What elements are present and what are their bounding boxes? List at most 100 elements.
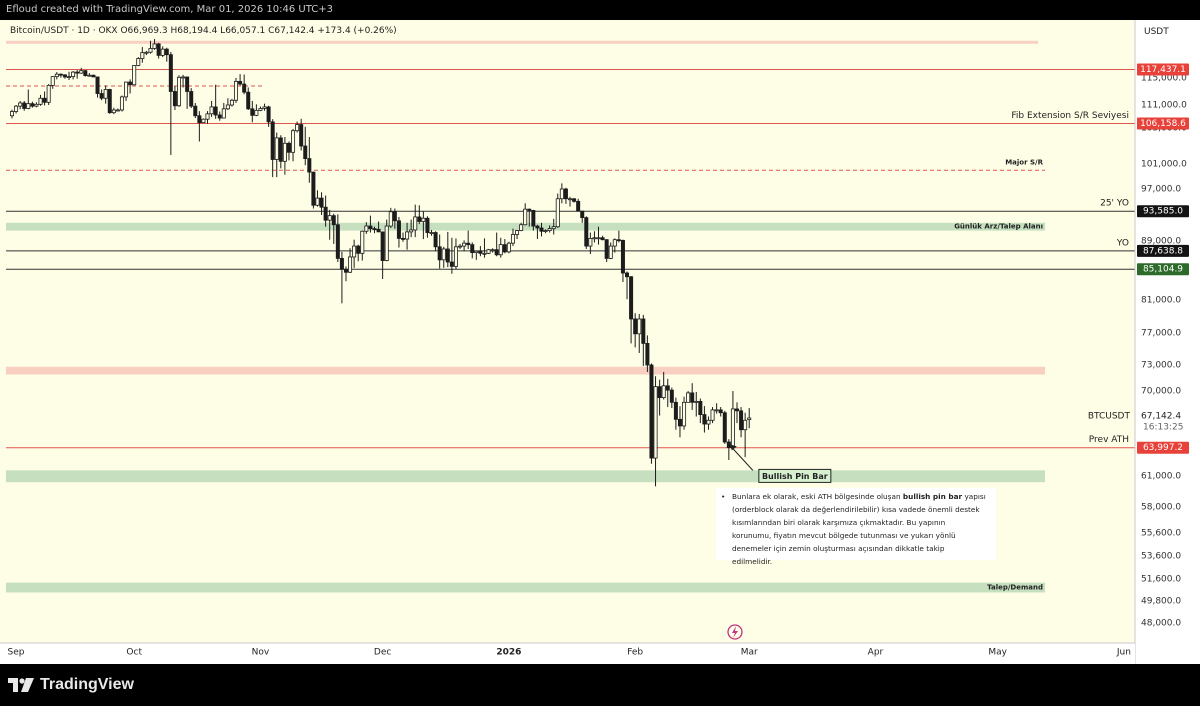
y-tick-8: 77,000.0 [1141,329,1181,339]
candle-2025-10-21 [213,84,218,119]
candle-2025-12-24 [474,250,479,260]
candle-body [299,124,304,147]
candle-2025-10-16 [193,102,198,119]
candle-body [551,226,556,230]
candle-2026-01-15 [563,187,568,204]
candle-body [360,230,365,254]
x-tick-jun: Jun [1116,648,1131,658]
level-badge-text-1: 106,158.6 [1140,119,1186,129]
candle-body [156,43,161,56]
candle-2026-01-29 [620,239,625,282]
tradingview-brand[interactable]: TradingView [8,676,134,694]
candle-2025-12-13 [429,229,434,236]
candle-body [568,198,573,201]
candle-body [87,74,92,77]
candle-body [380,231,385,261]
candle-body [482,252,487,255]
candle-2026-02-15 [690,383,695,410]
candle-2025-12-29 [494,232,499,257]
candle-body [445,248,450,263]
candle-2026-02-11 [673,397,678,430]
level-badge-5 [1137,263,1189,276]
zone-4 [6,582,1045,593]
candle-2025-12-06 [401,232,406,242]
candle-body [185,76,190,92]
pin-bar-arrow [730,446,754,471]
candle-body [539,227,544,232]
x-tick-oct: Oct [126,648,142,658]
candle-body [747,417,752,421]
candle-body [9,111,14,117]
candle-body [197,115,202,124]
candle-body [734,408,739,412]
candle-body [531,210,536,227]
y-tick-3: 101,000.0 [1141,160,1187,170]
candle-body [409,229,414,233]
candle-body [26,103,31,109]
candle-2025-11-08 [286,141,291,161]
candle-body [612,239,617,247]
candle-2025-12-22 [466,230,471,249]
candle-body [421,217,426,222]
candle-body [168,54,173,92]
candle-body [669,389,674,403]
candle-body [75,71,80,74]
candle-2025-09-13 [58,73,63,78]
candle-body [535,225,540,229]
candle-body [234,80,239,101]
candle-body [225,104,230,110]
candle-2025-12-20 [458,243,463,249]
candle-body [620,239,625,274]
candle-2025-10-12 [176,75,181,107]
candle-body [694,400,699,403]
candle-2025-09-10 [46,84,51,105]
candle-body [368,225,373,230]
candle-2025-11-13 [307,137,312,183]
candle-body [510,234,515,244]
candle-2025-10-25 [229,98,234,107]
candle-2025-10-29 [246,87,251,110]
candle-2025-11-25 [356,244,361,262]
candle-body [172,91,177,107]
candle-2025-11-22 [343,266,348,282]
candle-body [604,239,609,259]
candle-body [649,364,654,459]
candle-2025-12-05 [396,216,401,248]
candle-2025-09-06 [30,101,35,108]
candle-body [181,76,186,79]
candle-body [201,118,206,124]
x-tick-2026: 2026 [496,648,521,658]
candle-2025-11-28 [368,215,373,233]
zone-label-1: Günlük Arz/Talep Alanı [954,223,1043,231]
candle-2026-02-21 [714,403,719,414]
candle-2026-01-20 [584,216,589,249]
candle-2026-01-23 [596,226,601,245]
candle-body [132,65,137,86]
candle-body [726,441,731,449]
candle-body [543,230,548,233]
candle-2025-10-08 [160,46,165,58]
candle-body [352,245,357,258]
y-tick-17: 48,000.0 [1141,619,1181,629]
note-bold: bullish pin bar [902,492,963,501]
currency-label[interactable]: USDT [1144,27,1169,37]
candle-2025-10-26 [234,78,239,103]
level-badge-6 [1137,441,1189,454]
candle-body [710,409,715,421]
candle-body [413,216,418,231]
candle-body [115,109,120,112]
candle-body [91,74,96,78]
level-badge-4 [1137,244,1189,257]
candle-2026-02-19 [706,416,711,430]
symbol-ohlc-line[interactable]: Bitcoin/USDT · 1D · OKX O66,969.3 H68,19… [10,26,397,36]
note-text-2: yapısı (orderblock olarak da değerlendir… [732,492,986,566]
candle-body [372,228,377,231]
candle-2025-12-11 [421,211,426,240]
last-price-value: 67,142.4 [1141,411,1181,421]
level-badge-text-6: 63,997.2 [1143,443,1183,453]
y-tick-0: 115,000.0 [1141,74,1187,84]
candle-2025-11-11 [299,118,304,151]
candle-body [706,419,711,425]
